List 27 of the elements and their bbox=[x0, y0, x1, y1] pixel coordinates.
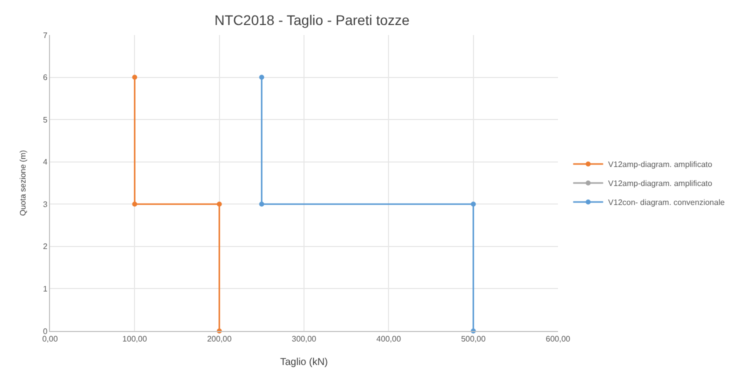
chart-title: NTC2018 - Taglio - Pareti tozze bbox=[214, 12, 410, 28]
point bbox=[132, 202, 138, 207]
x-tick-label: 400,00 bbox=[376, 334, 402, 344]
x-tick-label: 200,00 bbox=[207, 334, 232, 344]
point bbox=[470, 202, 476, 207]
y-tick-label: 1 bbox=[42, 284, 48, 294]
y-tick-label: 3 bbox=[42, 200, 48, 209]
point bbox=[259, 74, 264, 80]
y-tick-label: 4 bbox=[42, 158, 48, 167]
y-tick-label: 7 bbox=[42, 30, 48, 40]
y-tick-label: 5 bbox=[42, 115, 48, 124]
legend-label: V12amp-diagram. amplificato bbox=[608, 160, 713, 170]
x-tick-label: 300,00 bbox=[292, 334, 317, 344]
x-axis-title: Taglio (kN) bbox=[280, 357, 328, 368]
point bbox=[216, 202, 222, 207]
point bbox=[132, 74, 138, 80]
y-tick-label: 0 bbox=[42, 326, 48, 336]
y-tick-label: 2 bbox=[42, 242, 48, 252]
y-tick-label: 6 bbox=[42, 73, 48, 82]
legend-label: V12con- diagram. convenzionale bbox=[608, 198, 726, 208]
point bbox=[259, 202, 264, 207]
x-tick-label: 600,00 bbox=[546, 334, 571, 344]
legend-label: V12amp-diagram. amplificato bbox=[608, 179, 713, 188]
x-tick-label: 0,00 bbox=[42, 334, 58, 344]
x-tick-label: 100,00 bbox=[122, 334, 148, 344]
y-axis-title: Quota sezione (m) bbox=[18, 150, 28, 216]
x-tick-label: 500,00 bbox=[461, 334, 486, 344]
